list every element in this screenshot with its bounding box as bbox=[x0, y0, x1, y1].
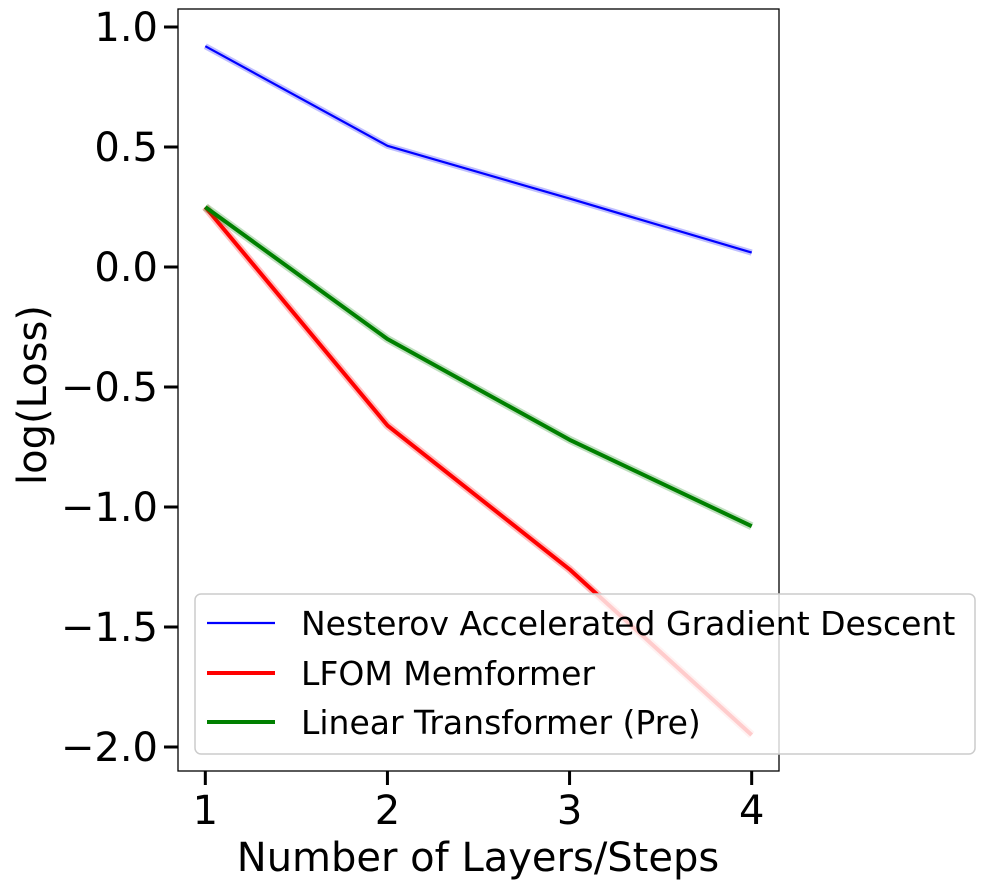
x-axis: 1 2 3 4 bbox=[193, 771, 764, 834]
series-band bbox=[203, 43, 753, 256]
y-tick-label: −0.5 bbox=[61, 365, 158, 411]
x-tick-label: 2 bbox=[375, 788, 400, 834]
y-tick-label: −1.0 bbox=[61, 485, 158, 531]
y-tick-label: −1.5 bbox=[61, 605, 158, 651]
series-line bbox=[204, 45, 753, 254]
y-axis: 1.0 0.5 0.0 −0.5 −1.0 −1.5 −2.0 bbox=[61, 5, 178, 771]
y-tick-label: 1.0 bbox=[94, 5, 158, 51]
x-axis-title: Number of Layers/Steps bbox=[237, 835, 719, 881]
series-line bbox=[204, 205, 753, 529]
y-tick-label: 0.0 bbox=[94, 245, 158, 291]
x-tick-label: 4 bbox=[739, 788, 764, 834]
series-band bbox=[202, 203, 754, 530]
plot-frame bbox=[177, 8, 780, 772]
legend-box bbox=[194, 593, 976, 755]
y-axis-title: log(Loss) bbox=[10, 305, 56, 485]
legend-label: Nesterov Accelerated Gradient Descent bbox=[301, 604, 955, 643]
x-tick-label: 1 bbox=[193, 788, 218, 834]
y-tick-label: −2.0 bbox=[61, 725, 158, 771]
legend-label: Linear Transformer (Pre) bbox=[301, 703, 701, 742]
legend: Nesterov Accelerated Gradient Descent LFO… bbox=[194, 593, 976, 755]
y-tick-label: 0.5 bbox=[94, 125, 158, 171]
x-tick-label: 3 bbox=[557, 788, 582, 834]
legend-label: LFOM Memformer bbox=[301, 654, 595, 693]
